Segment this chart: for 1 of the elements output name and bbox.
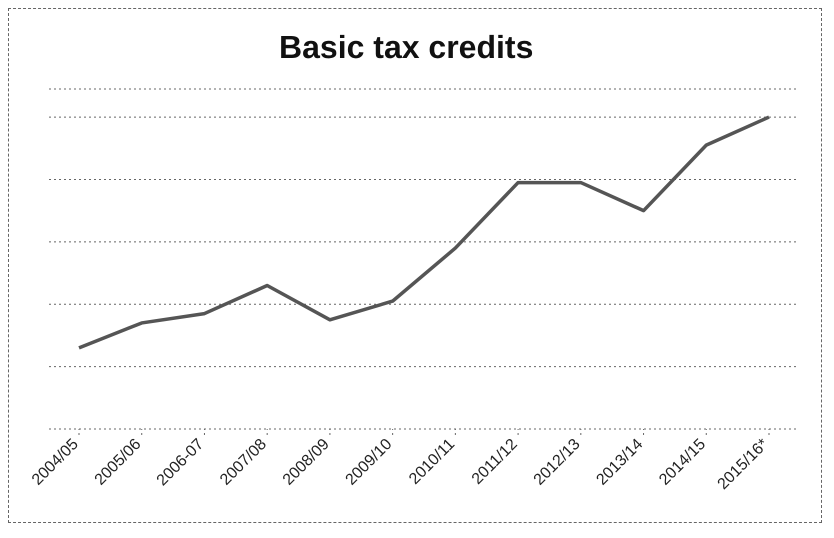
chart-title: Basic tax credits — [278, 28, 534, 67]
